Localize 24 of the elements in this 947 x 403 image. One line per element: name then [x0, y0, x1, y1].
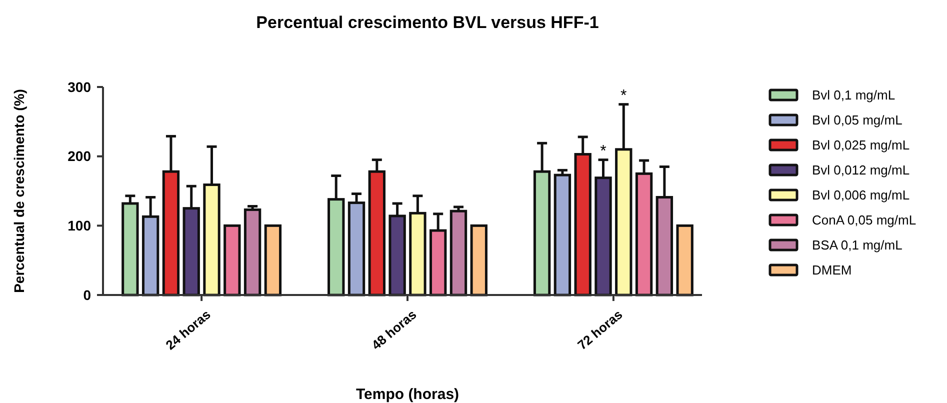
bar — [264, 224, 282, 296]
bar — [554, 174, 572, 296]
bar — [676, 224, 694, 296]
legend-label: Bvl 0,006 mg/mL — [812, 188, 910, 203]
bar — [450, 210, 468, 296]
chart-title: Percentual crescimento BVL versus HFF-1 — [256, 13, 599, 32]
legend-label: Bvl 0,025 mg/mL — [812, 138, 910, 153]
legend-label: ConA 0,05 mg/mL — [812, 212, 916, 228]
annotation: * — [620, 87, 627, 104]
y-tick-label: 200 — [68, 148, 92, 164]
legend-label: Bvl 0,012 mg/mL — [812, 162, 910, 178]
bar — [470, 224, 488, 296]
legend-label: Bvl 0,1 mg/mL — [812, 88, 896, 103]
annotation: * — [600, 142, 606, 160]
y-tick-label: 100 — [68, 218, 92, 234]
x-axis-title: Tempo (horas) — [356, 386, 460, 403]
y-axis-title: Percentual de crescimento (%) — [11, 89, 27, 293]
legend-label: Bvl 0,05 mg/mL — [812, 112, 902, 128]
bar — [244, 208, 262, 296]
legend-label: DMEM — [812, 262, 852, 278]
y-tick-label: 300 — [68, 78, 92, 95]
bar — [224, 224, 241, 296]
legend-label: BSA 0,1 mg/mL — [812, 238, 902, 253]
y-tick-label: 0 — [83, 286, 92, 303]
